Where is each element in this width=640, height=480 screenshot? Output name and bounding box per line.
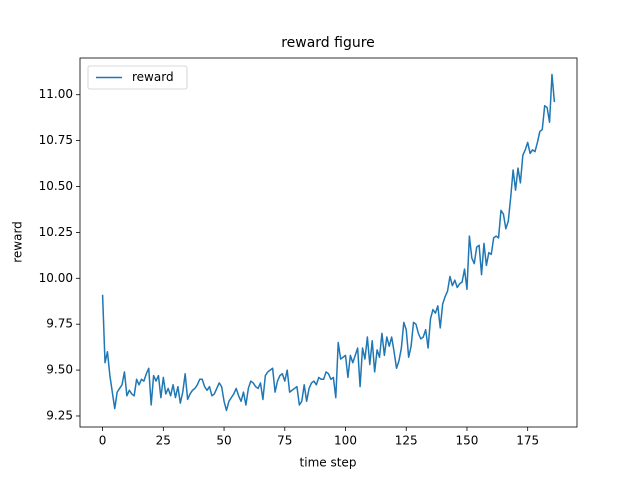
y-tick-label: 10.75 bbox=[39, 133, 73, 147]
x-tick-label: 75 bbox=[277, 434, 292, 448]
legend-box bbox=[87, 65, 188, 90]
y-tick-label: 9.50 bbox=[46, 363, 73, 377]
legend-label: reward bbox=[132, 70, 174, 84]
x-axis-label: time step bbox=[300, 456, 357, 470]
y-tick-label: 10.25 bbox=[39, 225, 73, 239]
x-tick-label: 50 bbox=[216, 434, 231, 448]
y-tick-label: 11.00 bbox=[39, 87, 73, 101]
axes-frame bbox=[79, 57, 578, 428]
x-tick-label: 150 bbox=[456, 434, 479, 448]
x-tick-label: 175 bbox=[516, 434, 539, 448]
x-tick-label: 125 bbox=[395, 434, 418, 448]
line-series bbox=[101, 73, 556, 412]
y-axis-label: reward bbox=[11, 221, 25, 263]
y-tick-label: 9.25 bbox=[46, 408, 73, 422]
x-tick-label: 0 bbox=[99, 434, 107, 448]
chart-title: reward figure bbox=[281, 35, 375, 51]
x-tick-label: 25 bbox=[156, 434, 171, 448]
y-tick-label: 10.00 bbox=[39, 271, 73, 285]
x-tick-label: 100 bbox=[334, 434, 357, 448]
y-tick-label: 9.75 bbox=[46, 317, 73, 331]
y-tick-label: 10.50 bbox=[39, 179, 73, 193]
